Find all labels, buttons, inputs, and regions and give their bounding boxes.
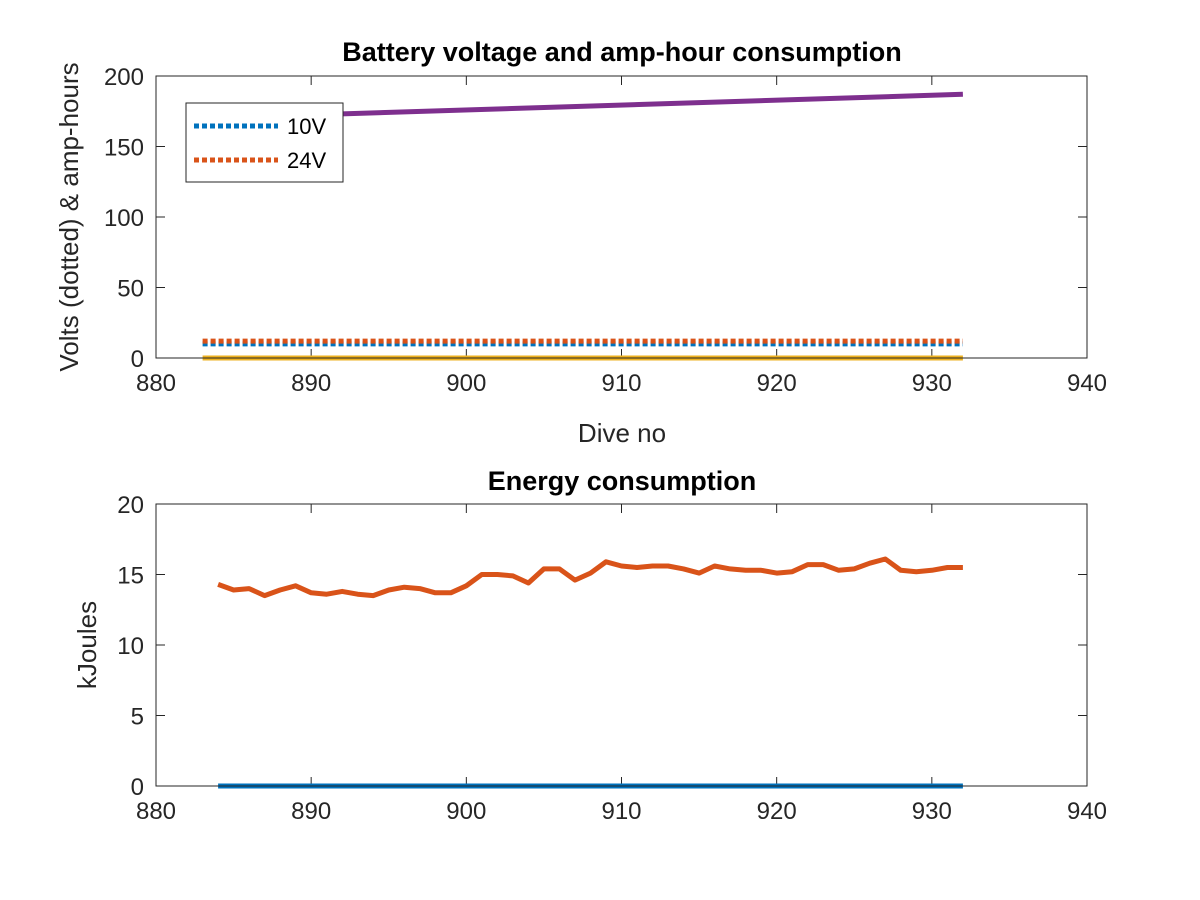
chart-battery: Battery voltage and amp-hour consumption… <box>54 37 1107 448</box>
plot-box <box>155 503 1088 787</box>
y-tick-label: 0 <box>131 774 144 801</box>
y-tick-label: 50 <box>117 276 144 303</box>
x-tick-label: 910 <box>601 370 641 397</box>
y-tick-label: 100 <box>104 205 144 232</box>
x-tick-label: 880 <box>136 798 176 825</box>
y-axis-label: kJoules <box>72 601 102 689</box>
y-tick-label: 150 <box>104 135 144 162</box>
x-tick-label: 890 <box>291 798 331 825</box>
x-tick-label: 940 <box>1067 370 1107 397</box>
y-tick-label: 200 <box>104 64 144 91</box>
plot-box <box>155 75 1088 359</box>
x-axis-label: Dive no <box>578 418 666 448</box>
y-tick-label: 10 <box>117 633 144 660</box>
y-tick-label: 15 <box>117 563 144 590</box>
y-tick-label: 5 <box>131 704 144 731</box>
chart-title: Battery voltage and amp-hour consumption <box>342 37 902 67</box>
x-tick-label: 910 <box>601 798 641 825</box>
x-tick-label: 940 <box>1067 798 1107 825</box>
series-line-series-0 <box>217 556 963 599</box>
legend-box <box>185 102 344 183</box>
x-tick-label: 880 <box>136 370 176 397</box>
legend-label-24v: 24V <box>287 148 326 173</box>
y-tick-label: 0 <box>131 346 144 373</box>
y-tick-label: 20 <box>117 492 144 519</box>
x-tick-label: 900 <box>446 370 486 397</box>
x-tick-label: 890 <box>291 370 331 397</box>
x-tick-label: 920 <box>757 370 797 397</box>
legend: 10V 24V <box>185 102 344 183</box>
legend-label-10v: 10V <box>287 114 326 139</box>
x-tick-label: 930 <box>912 370 952 397</box>
x-tick-label: 930 <box>912 798 952 825</box>
chart-title: Energy consumption <box>488 466 757 496</box>
x-tick-label: 920 <box>757 798 797 825</box>
y-axis-label: Volts (dotted) & amp-hours <box>54 62 84 371</box>
chart-energy: Energy consumption kJoules 880 890 900 910 9… <box>72 466 1107 825</box>
x-tick-label: 900 <box>446 798 486 825</box>
